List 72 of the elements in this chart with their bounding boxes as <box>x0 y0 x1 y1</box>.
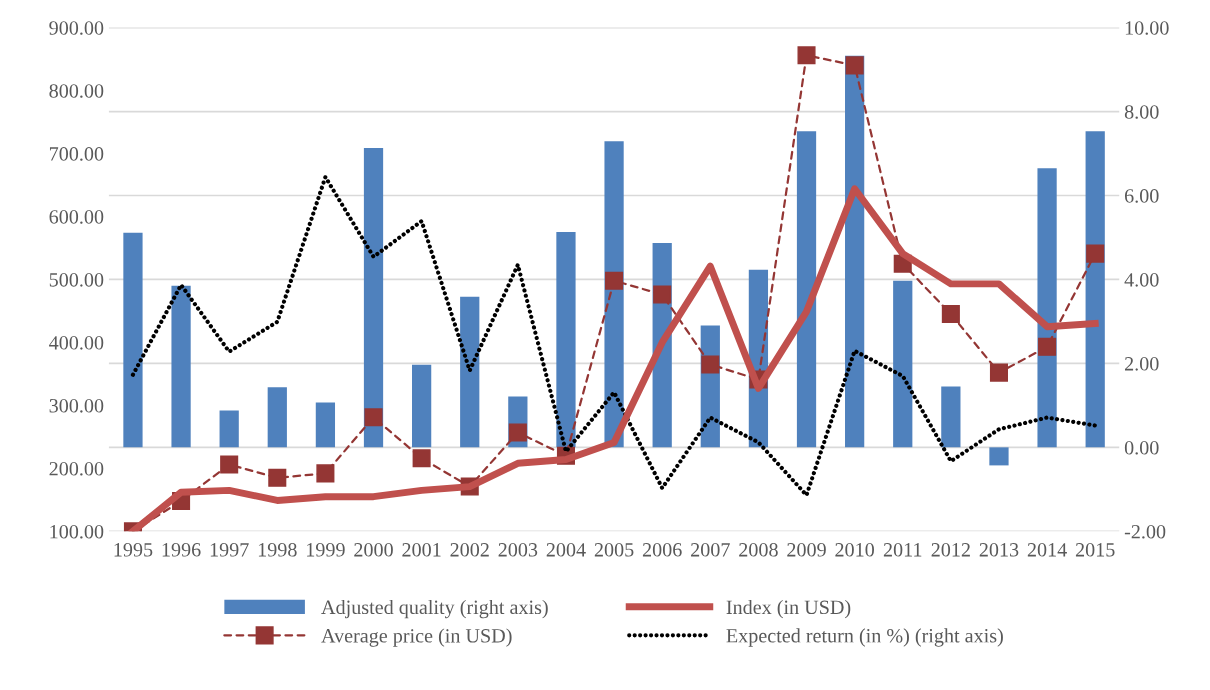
y2-tick-label: 4.00 <box>1124 273 1159 287</box>
y2-tick-label: -2.00 <box>1124 524 1166 539</box>
x-tick-label: 2012 <box>931 542 970 557</box>
y-tick-label: 300.00 <box>49 398 104 413</box>
point <box>412 449 431 468</box>
y2-tick-label: 8.00 <box>1124 105 1159 119</box>
point <box>220 455 239 474</box>
point <box>797 46 816 65</box>
x-tick-label: 2008 <box>739 542 778 557</box>
bar <box>1085 131 1105 448</box>
y-tick-label: 900.00 <box>49 21 104 35</box>
x-tick-label: 2005 <box>594 542 634 557</box>
bar <box>604 141 624 448</box>
point <box>268 468 287 487</box>
x-tick-label: 2009 <box>787 542 826 557</box>
legend-label: Index (in USD) <box>726 599 851 619</box>
y-tick-label: 400.00 <box>49 336 104 350</box>
y-tick-label: 600.00 <box>49 210 104 224</box>
x-tick-label: 2007 <box>691 542 730 557</box>
point <box>1038 337 1057 356</box>
y-tick-label: 200.00 <box>49 461 104 476</box>
bar <box>556 232 576 448</box>
x-tick-label: 1996 <box>162 543 201 557</box>
y-tick-label: 800.00 <box>49 84 104 98</box>
y2-tick-label: 2.00 <box>1125 356 1159 371</box>
point <box>316 464 335 483</box>
x-tick-label: 2003 <box>498 542 538 557</box>
point <box>508 423 527 442</box>
x-tick-label: 2004 <box>546 542 586 557</box>
legend-label: Adjusted quality (right axis) <box>321 599 548 619</box>
x-tick-label: 2011 <box>883 542 922 557</box>
point <box>701 355 720 374</box>
y-tick-label: 700.00 <box>49 147 104 161</box>
y-tick-label: 100.00 <box>50 524 104 539</box>
bar <box>412 364 432 448</box>
x-tick-label: 1999 <box>307 543 345 557</box>
x-tick-label: 1997 <box>210 543 249 557</box>
point <box>941 305 960 324</box>
x-tick-label: 2014 <box>1027 542 1067 557</box>
y2-tick-label: 6.00 <box>1124 189 1159 203</box>
bar <box>989 447 1009 466</box>
bar <box>171 285 191 448</box>
point <box>605 271 624 290</box>
x-tick-label: 2015 <box>1075 542 1115 557</box>
bar <box>363 148 384 448</box>
bar <box>941 386 961 448</box>
legend-label: Average price (in USD) <box>321 628 512 647</box>
point <box>845 56 864 75</box>
bar <box>460 296 480 448</box>
point <box>989 363 1008 382</box>
point <box>364 408 383 427</box>
x-tick-label: 2000 <box>354 542 393 557</box>
bar <box>267 387 287 448</box>
bar <box>123 232 143 448</box>
x-tick-label: 2001 <box>402 542 441 557</box>
bar <box>219 410 239 448</box>
point <box>653 285 672 304</box>
x-tick-label: 2013 <box>979 542 1019 557</box>
bar <box>315 402 336 448</box>
legend-label: Expected return (in %) (right axis) <box>726 628 1003 647</box>
x-tick-label: 2010 <box>835 542 875 557</box>
bar <box>796 131 817 448</box>
y2-tick-label: 0.00 <box>1124 440 1159 455</box>
bar <box>1037 168 1057 448</box>
y-tick-label: 500.00 <box>49 273 104 287</box>
x-tick-label: 1998 <box>258 542 297 557</box>
x-tick-label: 2002 <box>450 542 489 557</box>
x-tick-label: 1995 <box>114 543 153 557</box>
point <box>1086 244 1105 263</box>
bar <box>893 280 913 448</box>
x-tick-label: 2006 <box>642 542 682 557</box>
y2-tick-label: 10.00 <box>1125 21 1169 35</box>
